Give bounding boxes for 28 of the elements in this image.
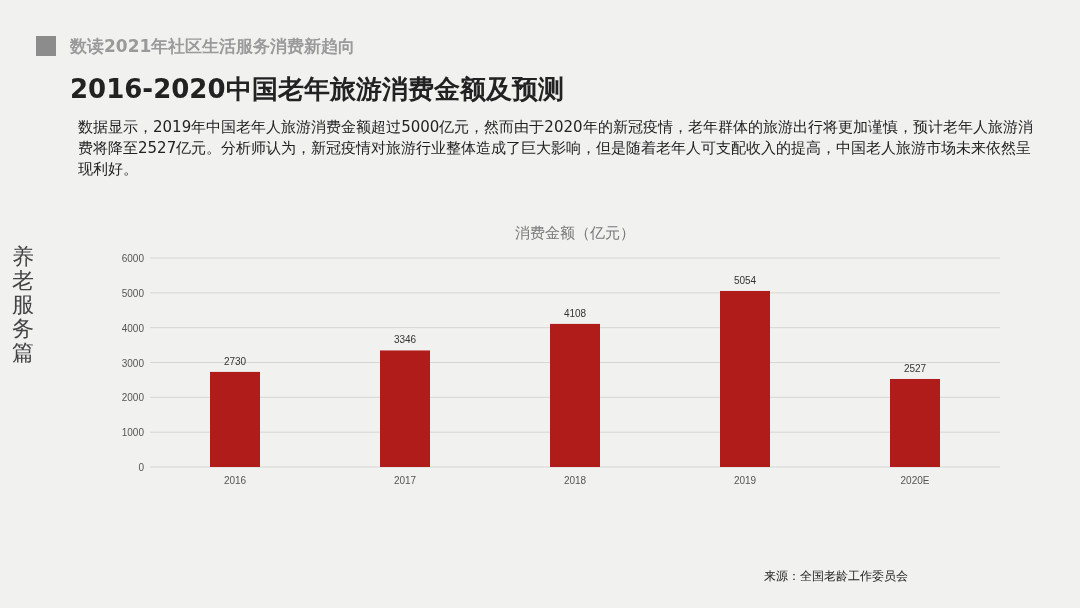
x-tick-label: 2020E bbox=[900, 475, 930, 486]
x-tick-label: 2017 bbox=[393, 475, 417, 486]
y-tick-label: 2000 bbox=[121, 392, 145, 404]
y-tick-label: 1000 bbox=[121, 427, 145, 439]
x-tick-label: 2016 bbox=[223, 475, 247, 486]
x-tick-label: 2019 bbox=[733, 475, 757, 486]
bar bbox=[720, 290, 770, 467]
bar bbox=[890, 378, 940, 467]
data-label: 5054 bbox=[733, 274, 757, 286]
y-tick-label: 6000 bbox=[121, 253, 145, 264]
y-tick-label: 5000 bbox=[121, 287, 145, 299]
text: 消费金额（亿元） bbox=[515, 224, 635, 242]
bar bbox=[210, 371, 260, 467]
data-label: 3346 bbox=[393, 334, 417, 346]
source-note: 来源：全国老龄工作委员会 bbox=[764, 568, 908, 585]
chart-title: 2016-2020中国老年旅游消费金额及预测 bbox=[70, 73, 564, 106]
chart-subtitle: 数据显示，2019年中国老年人旅游消费金额超过5000亿元，然而由于2020年的新冠疫情，老年群体的旅游出行将更加谨慎，预计老年人旅游消费将降至2527亿元。分析师认为，新冠疫情对旅游行业整体造成了巨大影响，但是随着老年人可支配收入的提高，中国老人旅游市场未来依然呈现利好。 bbox=[78, 117, 1034, 180]
data-label: 2527 bbox=[903, 362, 927, 374]
data-label: 2730 bbox=[223, 355, 247, 367]
bar bbox=[380, 350, 430, 467]
y-tick-label: 0 bbox=[138, 462, 145, 473]
y-tick-label: 4000 bbox=[121, 322, 145, 334]
text: 养老服务篇 bbox=[12, 244, 35, 365]
bar bbox=[550, 323, 600, 467]
x-tick-label: 2018 bbox=[563, 475, 587, 486]
text: 数读2021年社区生活服务消费新趋向 bbox=[70, 35, 356, 58]
data-label: 4108 bbox=[563, 307, 587, 319]
y-tick-label: 3000 bbox=[121, 357, 145, 369]
